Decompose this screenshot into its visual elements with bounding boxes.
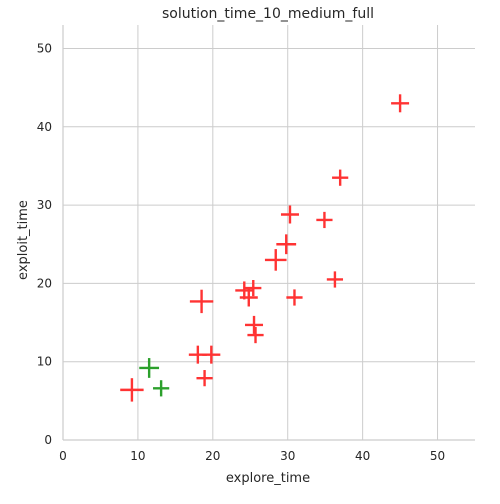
y-tick-label: 30 — [37, 198, 52, 212]
data-point — [391, 94, 410, 113]
x-tick-label: 20 — [205, 449, 220, 463]
axes — [62, 25, 475, 441]
y-axis-label: exploit_time — [16, 200, 31, 280]
data-point — [139, 358, 160, 378]
y-tick-label: 50 — [37, 41, 52, 55]
data-point — [247, 326, 264, 344]
data-point — [120, 378, 144, 402]
x-tick-label: 50 — [430, 449, 445, 463]
y-tick-label: 40 — [37, 120, 52, 134]
data-point — [245, 315, 264, 334]
x-tick-label: 0 — [59, 449, 67, 463]
data-point — [264, 249, 287, 271]
data-point — [196, 370, 213, 387]
y-tick-label: 10 — [37, 355, 52, 369]
x-tick-label: 10 — [130, 449, 145, 463]
x-axis-label: explore_time — [226, 471, 310, 486]
data-point — [245, 279, 262, 297]
data-point — [276, 234, 297, 255]
tick-labels: 0 10 20 30 40 50 0 10 20 30 40 50 — [37, 41, 445, 463]
data-point — [202, 345, 221, 364]
data-point — [332, 169, 349, 186]
data-point — [239, 288, 258, 307]
data-point — [280, 205, 299, 224]
data-point — [153, 380, 170, 397]
data-point — [286, 289, 303, 306]
grid-lines — [63, 25, 475, 440]
x-tick-label: 40 — [355, 449, 370, 463]
y-tick-label: 20 — [37, 276, 52, 290]
data-point — [326, 271, 344, 288]
data-point — [189, 289, 214, 314]
chart-title: solution_time_10_medium_full — [162, 6, 374, 22]
data-points — [120, 94, 410, 402]
x-tick-label: 30 — [280, 449, 295, 463]
y-tick-label: 0 — [44, 433, 52, 447]
data-point — [316, 211, 333, 229]
